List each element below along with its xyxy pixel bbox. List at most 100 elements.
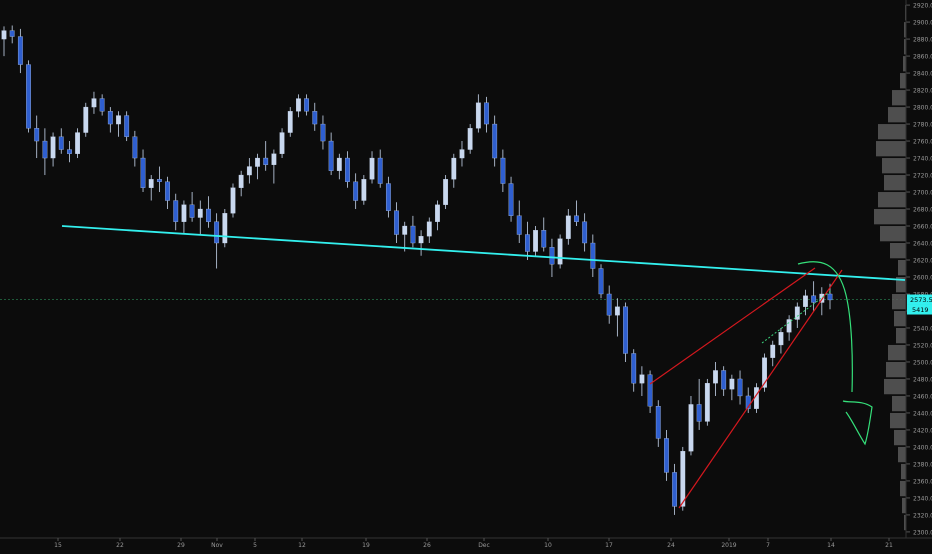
candle-body (819, 293, 825, 303)
y-tick-label: 2800.0 (913, 105, 932, 112)
candle-body (99, 98, 105, 112)
candle-body (794, 306, 800, 320)
y-tick-label: 2520.0 (913, 342, 932, 349)
candle-body (9, 30, 15, 37)
volume-profile-bar (900, 480, 906, 497)
candle-body (451, 157, 457, 180)
candle-body (42, 140, 48, 159)
candle-body (328, 140, 334, 171)
candle-body (541, 230, 547, 248)
y-tick-label: 2860.0 (913, 54, 932, 61)
y-tick-label: 2400.0 (913, 444, 932, 451)
candle-body (582, 221, 588, 244)
candle-body (353, 181, 359, 201)
candle-body (729, 378, 735, 390)
projection-hook (842, 400, 873, 446)
candle-body (26, 64, 31, 129)
volume-profile-bar (886, 361, 906, 378)
y-tick-label: 2360.0 (913, 478, 932, 485)
candle-body (410, 225, 416, 244)
y-tick-label: 2720.0 (913, 173, 932, 180)
volume-profile-bar (894, 310, 906, 327)
price-label: 2573.5 (910, 296, 932, 304)
volume-profile-bar (878, 192, 906, 208)
x-tick-label: Dec (478, 542, 490, 549)
candle-body (206, 208, 211, 222)
candle-body (189, 204, 195, 218)
x-tick-label: 19 (362, 542, 370, 549)
volume-profile-bar (904, 514, 906, 531)
volume-profile-bar (896, 276, 906, 293)
y-tick-label: 2900.0 (913, 20, 932, 27)
candle-body (549, 247, 555, 265)
resistance-trendline (61, 225, 906, 281)
candle-body (598, 268, 604, 295)
candle-body (116, 115, 121, 125)
candle-body (525, 234, 530, 252)
candle-body (394, 210, 399, 235)
candle-body (246, 166, 252, 176)
candle-body (778, 332, 784, 346)
candle-body (361, 179, 367, 201)
y-tick-label: 2620.0 (913, 258, 932, 265)
candle-body (385, 183, 391, 211)
y-axis: 2920.0 2900.0 2880.0 2860.0 2840.0 2820.0 2800… (905, 0, 932, 538)
candle-body (336, 157, 342, 171)
candle-body (156, 179, 162, 182)
x-tick-label: 5 (253, 542, 257, 549)
y-tick-label: 2700.0 (913, 190, 932, 197)
drawings (61, 225, 906, 509)
candle-body (67, 149, 72, 154)
candle-body (631, 353, 637, 384)
volume-profile-bar (884, 378, 906, 395)
candle-body (263, 157, 269, 165)
y-tick-label: 2380.0 (913, 461, 932, 468)
volume-profile-bar (896, 327, 906, 344)
volume-profile-bar (878, 124, 906, 140)
wedge-upper-line (649, 267, 816, 385)
candle-body (770, 344, 776, 358)
candle-body (827, 293, 833, 301)
y-tick-label: 2300.0 (913, 529, 932, 536)
y-tick-label: 2440.0 (913, 410, 932, 417)
candle-body (238, 174, 244, 188)
volume-profile-bar (894, 429, 906, 446)
candle-body (500, 157, 506, 184)
candle-body (811, 295, 817, 303)
volume-profile-bar (882, 158, 906, 174)
candle-body (565, 215, 571, 239)
candle-body (17, 36, 23, 65)
volume-profile-bar (904, 22, 906, 38)
volume-profile-bar (892, 90, 906, 106)
candle-body (296, 98, 301, 112)
candle-body (557, 238, 563, 265)
volume-profile-bar (904, 39, 906, 55)
x-tick-label: Nov (211, 542, 223, 549)
candle-body (786, 319, 792, 333)
candle-body (377, 157, 383, 184)
price-label-2: 5419 (912, 306, 929, 314)
x-tick-label: 10 (544, 542, 552, 549)
y-tick-label: 2540.0 (913, 325, 932, 332)
volume-profile-bar (888, 344, 906, 361)
x-tick-label: 15 (54, 542, 62, 549)
candle-body (688, 404, 694, 452)
candle-body (255, 157, 260, 167)
candle-body (516, 215, 522, 235)
candle-body (58, 136, 64, 150)
y-tick-label: 2880.0 (913, 37, 932, 44)
candle-body (148, 179, 154, 188)
candle-body (655, 405, 661, 439)
volume-profile-bar (898, 260, 906, 276)
candle-body (647, 374, 653, 407)
volume-profile-bar (902, 497, 906, 514)
candle-body (34, 128, 40, 142)
x-tick-label: 22 (116, 542, 124, 549)
candle-body (467, 128, 473, 150)
candle-body (590, 242, 596, 269)
candle-body (345, 157, 350, 182)
candle-body (402, 225, 408, 235)
candle-body (165, 181, 170, 201)
